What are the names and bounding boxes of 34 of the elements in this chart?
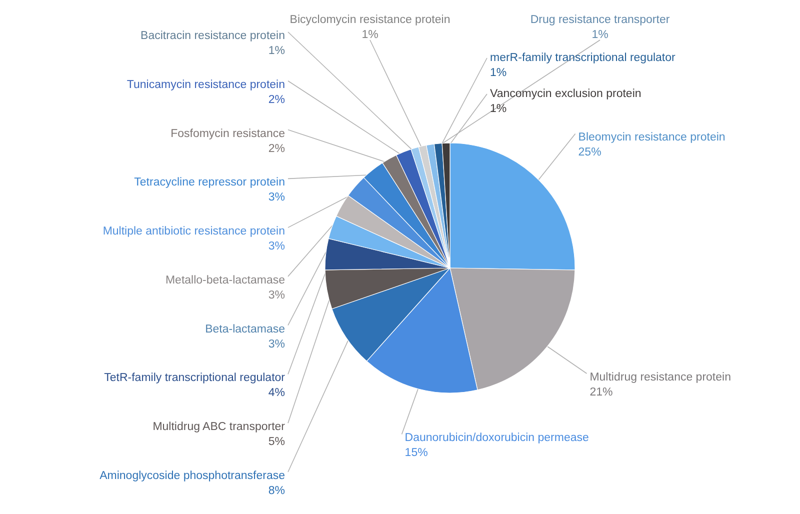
slice-label: Daunorubicin/doxorubicin permease bbox=[404, 432, 589, 444]
slice-label: Bicyclomycin resistance protein bbox=[290, 14, 450, 26]
slice-label: Drug resistance transporter bbox=[530, 14, 670, 26]
slice-label: Metallo-beta-lactamase bbox=[165, 274, 285, 286]
slice-label: Multidrug ABC transporter bbox=[152, 421, 286, 434]
slice-label: Fosfomycin resistance bbox=[170, 128, 285, 140]
data-label: 15% bbox=[404, 447, 428, 460]
slice-label: Bleomycin resistance protein bbox=[578, 132, 726, 144]
data-label: 1% bbox=[362, 29, 378, 41]
slice-label: Tunicamycin resistance protein bbox=[126, 78, 285, 91]
slice-label: Aminoglycoside phosphotransferase bbox=[100, 470, 285, 482]
slice-label: Tetracycline repressor protein bbox=[134, 176, 285, 189]
data-label: 1% bbox=[490, 103, 507, 115]
data-label: 3% bbox=[268, 240, 285, 253]
data-label: 3% bbox=[268, 289, 285, 302]
data-label: 1% bbox=[268, 45, 285, 57]
data-label: 8% bbox=[268, 485, 285, 497]
slice-label: Bacitracin resistance protein bbox=[140, 30, 285, 42]
data-label: 3% bbox=[268, 338, 285, 350]
data-label: 2% bbox=[268, 142, 285, 155]
slice-label: Multidrug resistance protein bbox=[590, 372, 731, 384]
slice-label: Beta-lactamase bbox=[205, 323, 285, 336]
data-label: 4% bbox=[268, 387, 285, 400]
data-label: 2% bbox=[268, 94, 285, 106]
slice-label: Multiple antibiotic resistance protein bbox=[102, 226, 285, 238]
data-label: 1% bbox=[592, 29, 608, 41]
data-label: 5% bbox=[268, 436, 285, 448]
slice-label: Vancomycin exclusion protein bbox=[490, 88, 642, 100]
slice-label: TetR-family transcriptional regulator bbox=[104, 372, 286, 384]
data-label: 3% bbox=[268, 192, 285, 204]
slice-label: merR-family transcriptional regulator bbox=[490, 52, 676, 64]
data-label: 25% bbox=[578, 146, 602, 159]
data-label: 21% bbox=[590, 386, 613, 398]
data-label: 1% bbox=[490, 67, 507, 79]
